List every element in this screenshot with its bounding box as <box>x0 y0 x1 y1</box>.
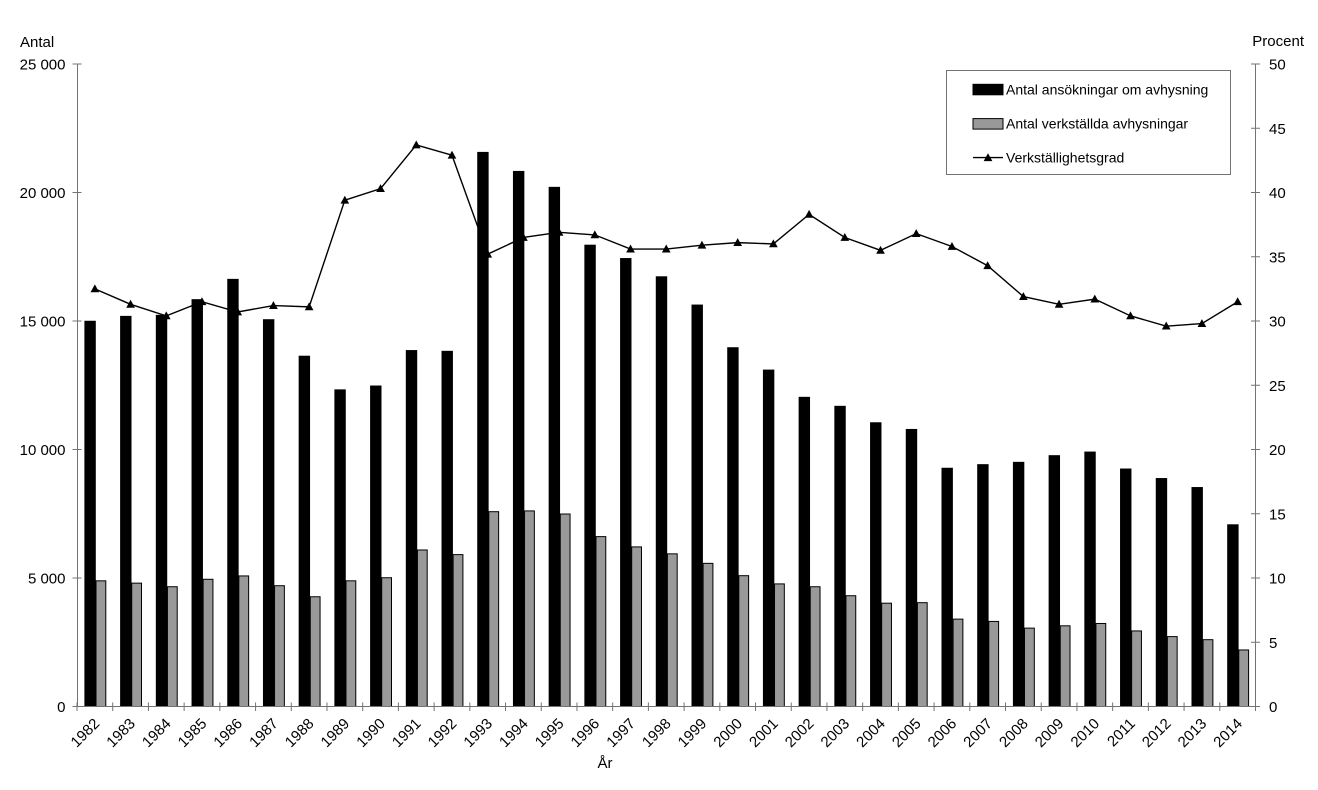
svg-text:40: 40 <box>1269 185 1286 202</box>
svg-text:10 000: 10 000 <box>20 442 66 459</box>
svg-text:25 000: 25 000 <box>20 57 66 74</box>
svg-text:25: 25 <box>1269 378 1286 395</box>
svg-text:Antal verkställda avhysningar: Antal verkställda avhysningar <box>1006 116 1188 132</box>
svg-text:År: År <box>598 755 613 772</box>
svg-text:20: 20 <box>1269 442 1286 459</box>
svg-text:0: 0 <box>57 699 65 716</box>
svg-text:10: 10 <box>1269 571 1286 588</box>
svg-text:15: 15 <box>1269 506 1286 523</box>
svg-text:35: 35 <box>1269 249 1286 266</box>
svg-text:5 000: 5 000 <box>28 571 66 588</box>
svg-text:45: 45 <box>1269 121 1286 138</box>
svg-text:20 000: 20 000 <box>20 185 66 202</box>
svg-text:Antal: Antal <box>20 34 54 51</box>
svg-text:0: 0 <box>1269 699 1277 716</box>
svg-text:Procent: Procent <box>1252 33 1305 50</box>
svg-text:Antal ansökningar om avhysning: Antal ansökningar om avhysning <box>1006 81 1208 97</box>
svg-text:Verkställighetsgrad: Verkställighetsgrad <box>1006 150 1124 166</box>
svg-text:50: 50 <box>1269 57 1286 74</box>
svg-text:30: 30 <box>1269 314 1286 331</box>
svg-text:5: 5 <box>1269 635 1277 652</box>
svg-text:15 000: 15 000 <box>20 314 66 331</box>
